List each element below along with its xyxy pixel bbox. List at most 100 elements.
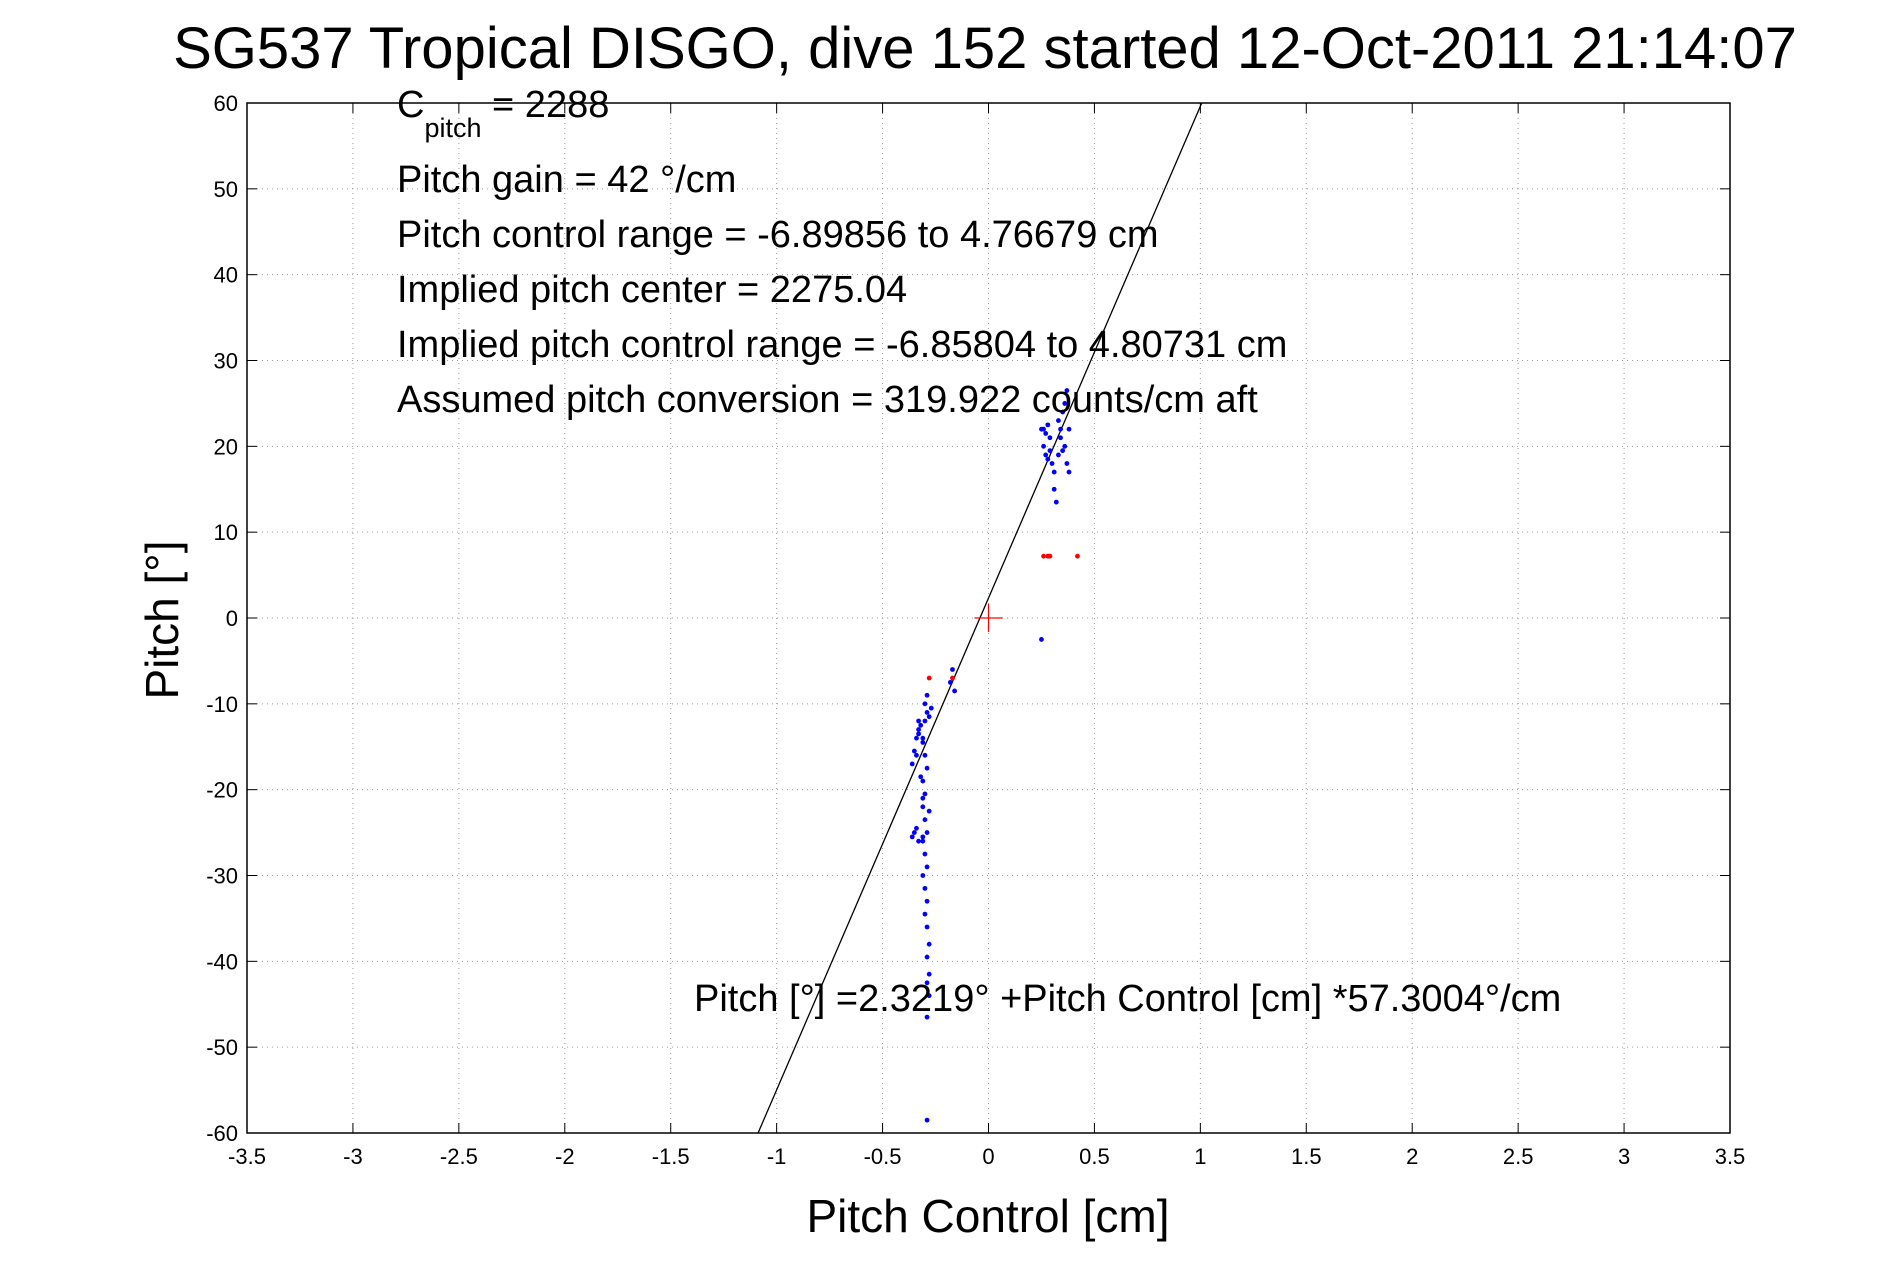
- annotation-c-pitch: Cpitch = 2288: [397, 84, 609, 143]
- data-point: [922, 791, 928, 797]
- data-point: [920, 804, 926, 810]
- data-point: [1051, 469, 1057, 475]
- data-point: [1066, 426, 1072, 432]
- data-points: [909, 388, 1080, 1123]
- x-tick-label: -3.5: [228, 1144, 266, 1169]
- data-point: [926, 971, 932, 977]
- c-pitch-subscript: pitch: [424, 113, 481, 143]
- annotation-conversion: Assumed pitch conversion = 319.922 count…: [397, 379, 1258, 421]
- data-point: [1064, 388, 1070, 393]
- data-point: [924, 765, 930, 771]
- data-point: [1058, 435, 1063, 441]
- data-point: [926, 941, 932, 947]
- x-axis-label: Pitch Control [cm]: [807, 1190, 1170, 1242]
- x-tick-label: -1: [767, 1144, 787, 1169]
- c-pitch-base: C: [397, 84, 424, 126]
- data-point: [926, 714, 932, 720]
- data-point: [926, 808, 932, 814]
- x-tick-label: 0: [982, 1144, 994, 1169]
- x-tick-label: -0.5: [864, 1144, 902, 1169]
- y-axis-label: Pitch [°]: [136, 540, 188, 699]
- y-tick-label: -50: [206, 1035, 238, 1060]
- data-point: [1058, 426, 1063, 432]
- x-tick-label: -1.5: [652, 1144, 690, 1169]
- data-point: [922, 701, 928, 707]
- y-tick-label: -40: [206, 949, 238, 974]
- data-point: [1039, 426, 1044, 432]
- data-point: [1075, 553, 1080, 559]
- x-tick-label: -2.5: [440, 1144, 478, 1169]
- y-axis: -60 -50 -40 -30 -20 -10 0 10 20 30 40 50 60: [206, 91, 1730, 1146]
- data-point: [1056, 418, 1061, 423]
- x-tick-label: 3: [1618, 1144, 1630, 1169]
- data-point: [920, 740, 926, 745]
- data-point: [950, 667, 955, 672]
- x-axis: -3.5 -3 -2.5 -2 -1.5 -1 -0.5 0 0.5 1 1.5 2 2.5 3 3.5: [228, 103, 1745, 1169]
- data-point: [1043, 431, 1049, 436]
- data-point: [1066, 469, 1072, 475]
- data-point: [1051, 486, 1057, 492]
- x-tick-label: -3: [343, 1144, 363, 1169]
- data-point: [1041, 553, 1046, 559]
- x-tick-label: 0.5: [1079, 1144, 1110, 1169]
- data-point: [924, 1014, 930, 1020]
- data-point: [1060, 448, 1066, 454]
- x-tick-label: 2: [1406, 1144, 1418, 1169]
- data-point: [926, 993, 932, 999]
- data-point: [920, 838, 926, 844]
- x-tick-label: 1: [1194, 1144, 1206, 1169]
- data-point: [920, 873, 926, 878]
- data-point: [918, 722, 924, 728]
- y-tick-label: 10: [214, 520, 238, 545]
- data-point: [916, 838, 921, 844]
- annotation-pitch-gain: Pitch gain = 42 °/cm: [397, 159, 736, 201]
- y-tick-label: 30: [214, 349, 238, 374]
- annotation-implied-center: Implied pitch center = 2275.04: [397, 269, 907, 311]
- data-point: [1045, 456, 1051, 462]
- data-point: [920, 834, 926, 840]
- data-point: [914, 735, 919, 741]
- annotation-fit-equation: Pitch [°] =2.3219° +Pitch Control [cm] *…: [694, 978, 1561, 1020]
- data-point: [920, 795, 926, 801]
- y-tick-label: -20: [206, 778, 238, 803]
- data-point: [1062, 443, 1068, 449]
- data-point: [924, 710, 930, 715]
- data-point: [1043, 452, 1049, 458]
- data-point: [1039, 637, 1044, 642]
- data-point: [909, 761, 915, 767]
- data-point: [952, 688, 958, 694]
- annotation-block: Cpitch = 2288 Pitch gain = 42 °/cm Pitch…: [397, 84, 1561, 1020]
- data-point: [918, 774, 924, 780]
- data-point: [926, 675, 932, 681]
- data-point: [950, 675, 955, 681]
- data-point: [947, 679, 953, 685]
- x-tick-label: 1.5: [1291, 1144, 1322, 1169]
- data-point: [916, 718, 921, 724]
- y-tick-label: -60: [206, 1121, 238, 1146]
- plot-frame: [246, 102, 1731, 1134]
- data-point: [1060, 409, 1066, 415]
- data-point: [924, 954, 930, 960]
- data-point: [1062, 401, 1068, 406]
- c-pitch-value: = 2288: [482, 84, 610, 126]
- data-point: [920, 778, 926, 784]
- data-point: [1041, 443, 1046, 449]
- data-point: [1064, 461, 1070, 466]
- data-point: [928, 705, 934, 711]
- data-point: [1056, 452, 1061, 458]
- x-tick-label: 3.5: [1715, 1144, 1746, 1169]
- data-point: [924, 980, 930, 986]
- data-point: [924, 1117, 930, 1123]
- data-point: [911, 748, 917, 754]
- y-tick-label: 0: [226, 606, 238, 631]
- data-point: [911, 830, 917, 835]
- x-tick-label: 2.5: [1503, 1144, 1534, 1169]
- data-point: [920, 735, 926, 741]
- data-point: [922, 817, 928, 823]
- data-point: [924, 864, 930, 870]
- data-point: [924, 924, 930, 930]
- data-point: [1047, 448, 1053, 454]
- data-point: [1053, 499, 1059, 505]
- data-point: [922, 885, 928, 891]
